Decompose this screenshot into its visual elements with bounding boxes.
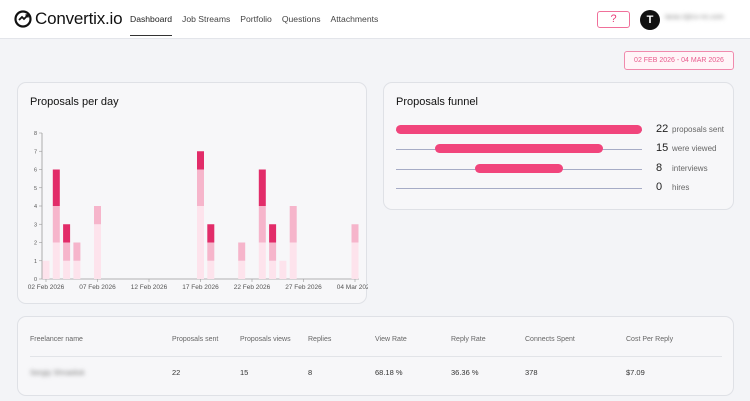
bar-segment <box>207 224 215 243</box>
bar-segment <box>63 260 71 279</box>
bar-segment <box>52 206 60 243</box>
bar-segment <box>279 260 287 279</box>
bar-segment <box>238 260 246 279</box>
avatar[interactable]: T <box>640 10 660 30</box>
funnel-row-hires: 0 hires <box>396 181 729 194</box>
column-header-replies[interactable]: Replies <box>308 336 332 343</box>
funnel-row-were-viewed: 15 were viewed <box>396 142 729 155</box>
column-header-view-rate[interactable]: View Rate <box>375 336 407 343</box>
y-tick-label: 7 <box>34 149 37 155</box>
bar-segment <box>269 260 277 279</box>
proposals-per-day-card: Proposals per day 0 1 2 3 4 5 6 7 8 02 Feb 2026 07… <box>17 82 368 304</box>
bar-segment <box>207 242 215 261</box>
bar-segment <box>258 206 266 243</box>
replies-cell: 8 <box>308 368 313 377</box>
top-bar: Convertix.io Dashboard Job Streams Portf… <box>0 0 750 39</box>
bar-segment <box>351 224 359 243</box>
y-tick-label: 2 <box>34 241 37 247</box>
proposals-views-cell: 15 <box>240 368 249 377</box>
funnel-value: 8 <box>656 162 663 174</box>
nav-job-streams[interactable]: Job Streams <box>182 14 231 24</box>
bar-segment <box>73 242 81 261</box>
bar-segment <box>258 169 266 206</box>
column-header-reply-rate[interactable]: Reply Rate <box>451 336 486 343</box>
column-header-connects-spent[interactable]: Connects Spent <box>525 336 575 343</box>
nav-dashboard[interactable]: Dashboard <box>130 0 173 39</box>
bar-segment <box>238 242 246 261</box>
proposals-per-day-chart: 0 1 2 3 4 5 6 7 8 02 Feb 2026 07 Feb 2026 12 Feb 20… <box>28 131 368 291</box>
logo-icon <box>14 10 32 28</box>
x-tick-label: 04 Mar 2026 <box>337 284 368 291</box>
bar-segment <box>258 242 266 279</box>
funnel-value: 22 <box>656 123 669 135</box>
main-nav: Dashboard Job Streams Portfolio Question… <box>130 0 388 39</box>
bar-segment <box>289 242 297 279</box>
help-button[interactable]: ? <box>597 11 630 28</box>
bar-segment <box>289 206 297 243</box>
brand-name: Convertix.io <box>35 9 123 28</box>
bar-segment <box>94 224 101 279</box>
funnel-bar <box>474 164 564 173</box>
bar-segment <box>42 260 50 279</box>
proposals-funnel-card: Proposals funnel 22 proposals sent 15 we… <box>383 82 734 210</box>
bar-segment <box>269 224 277 243</box>
funnel-track <box>396 187 642 189</box>
funnel-row-proposals-sent: 22 proposals sent <box>396 123 729 136</box>
table-header-divider <box>30 356 722 357</box>
x-tick-label: 02 Feb 2026 <box>28 284 65 291</box>
brand-logo[interactable]: Convertix.io <box>13 9 123 29</box>
nav-attachments[interactable]: Attachments <box>330 14 379 24</box>
bar-segment <box>52 242 60 279</box>
funnel-label: interviews <box>672 164 708 173</box>
funnel-label: hires <box>672 183 690 192</box>
reply-rate-cell: 36.36 % <box>451 368 479 377</box>
funnel-row-interviews: 8 interviews <box>396 162 729 175</box>
funnel-bar <box>396 125 642 134</box>
x-tick-label: 07 Feb 2026 <box>79 284 116 291</box>
bar-segment <box>269 242 277 261</box>
bar-segment <box>197 206 204 279</box>
bar-segment <box>94 206 101 225</box>
column-header-cost-per-reply[interactable]: Cost Per Reply <box>626 336 674 343</box>
funnel-label: proposals sent <box>672 125 725 134</box>
y-tick-label: 5 <box>34 186 37 192</box>
bar-segment <box>197 151 204 170</box>
funnel-value: 15 <box>656 142 669 154</box>
bar-segment <box>197 169 204 206</box>
x-tick-label: 27 Feb 2026 <box>285 284 322 291</box>
funnel-label: were viewed <box>672 144 717 153</box>
nav-portfolio[interactable]: Portfolio <box>240 14 272 24</box>
x-tick-label: 12 Feb 2026 <box>131 284 168 291</box>
column-header-proposals-views[interactable]: Proposals views <box>240 336 291 343</box>
freelancer-name-cell[interactable]: Sergiy Shnaiduk <box>30 368 85 377</box>
nav-questions[interactable]: Questions <box>281 14 321 24</box>
y-tick-label: 1 <box>34 259 37 265</box>
column-header-proposals-sent[interactable]: Proposals sent <box>172 336 219 343</box>
bar-segment <box>73 260 81 279</box>
column-header-freelancer-name[interactable]: Freelancer name <box>30 336 83 343</box>
proposals-sent-cell: 22 <box>172 368 181 377</box>
funnel-value: 0 <box>656 181 663 193</box>
y-tick-label: 0 <box>34 277 37 283</box>
bar-segment <box>207 260 215 279</box>
bar-segment <box>63 242 71 261</box>
connects-spent-cell: 378 <box>525 368 538 377</box>
x-tick-label: 22 Feb 2026 <box>234 284 271 291</box>
y-tick-label: 3 <box>34 222 37 228</box>
bar-segment <box>351 242 359 279</box>
cost-per-reply-cell: $7.09 <box>626 368 645 377</box>
view-rate-cell: 68.18 % <box>375 368 403 377</box>
bar-segment <box>52 169 60 206</box>
bar-segment <box>63 224 71 243</box>
date-range-picker[interactable]: 02 FEB 2026 - 04 MAR 2026 <box>624 51 734 70</box>
y-tick-label: 4 <box>34 204 37 210</box>
user-email[interactable]: taras.t@cv-nn.com <box>665 14 724 21</box>
x-tick-label: 17 Feb 2026 <box>182 284 219 291</box>
y-tick-label: 8 <box>34 131 37 137</box>
proposals-funnel-title: Proposals funnel <box>396 96 478 108</box>
funnel-bar <box>435 144 603 153</box>
proposals-per-day-title: Proposals per day <box>30 96 119 108</box>
y-tick-label: 6 <box>34 168 37 174</box>
